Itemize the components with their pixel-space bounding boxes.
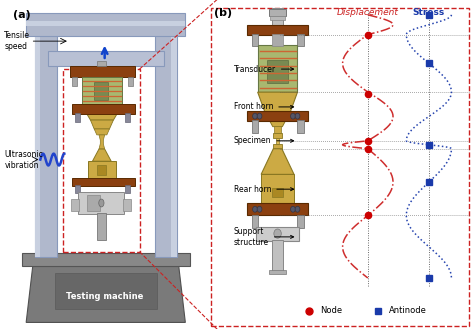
Bar	[261, 174, 294, 204]
Circle shape	[274, 229, 281, 238]
Bar	[72, 77, 77, 86]
Bar	[88, 161, 116, 179]
Bar	[247, 25, 308, 35]
Bar	[70, 66, 135, 77]
Circle shape	[295, 113, 300, 119]
Bar	[26, 21, 185, 26]
Bar	[79, 192, 124, 214]
Circle shape	[257, 113, 262, 119]
Circle shape	[295, 206, 300, 212]
Circle shape	[291, 206, 295, 212]
Polygon shape	[276, 138, 280, 144]
Bar	[128, 77, 133, 86]
Circle shape	[99, 199, 104, 207]
Text: Rear horn: Rear horn	[234, 185, 293, 194]
Bar	[297, 215, 303, 228]
Polygon shape	[99, 135, 105, 149]
Polygon shape	[94, 129, 109, 135]
Circle shape	[253, 206, 257, 212]
Text: Node: Node	[320, 306, 342, 316]
Bar	[272, 240, 283, 271]
Bar	[272, 8, 283, 26]
Bar	[35, 33, 40, 257]
Bar	[252, 34, 258, 46]
Bar	[63, 69, 139, 252]
Bar	[87, 195, 100, 211]
Bar	[75, 185, 80, 193]
Circle shape	[291, 113, 295, 119]
Text: Ultrasonic
vibration: Ultrasonic vibration	[4, 149, 43, 170]
Polygon shape	[273, 144, 282, 149]
Bar	[72, 104, 135, 114]
Text: Displacement: Displacement	[337, 8, 399, 17]
Bar	[252, 120, 258, 133]
Polygon shape	[258, 92, 298, 112]
Polygon shape	[92, 149, 111, 161]
Text: Testing machine: Testing machine	[66, 291, 143, 301]
Bar	[252, 215, 258, 228]
Bar	[258, 45, 298, 92]
Bar	[125, 113, 130, 122]
Bar	[22, 253, 190, 266]
Bar	[82, 77, 122, 105]
Bar	[94, 82, 108, 100]
Bar	[267, 60, 288, 83]
Bar	[247, 111, 308, 121]
Bar	[272, 34, 283, 46]
Bar	[75, 113, 80, 122]
Bar	[247, 203, 308, 215]
Bar	[297, 34, 303, 46]
Bar	[97, 213, 106, 240]
Bar	[48, 51, 164, 66]
Polygon shape	[55, 273, 157, 309]
Bar	[71, 199, 79, 211]
Bar	[26, 13, 185, 36]
Circle shape	[253, 113, 257, 119]
Text: Antinode: Antinode	[389, 306, 427, 316]
Polygon shape	[82, 105, 122, 120]
Bar	[269, 270, 286, 274]
Polygon shape	[261, 149, 294, 174]
Bar	[270, 16, 285, 20]
Polygon shape	[273, 133, 282, 138]
Text: (b): (b)	[214, 8, 232, 18]
Bar	[256, 227, 299, 241]
Text: Specimen: Specimen	[234, 136, 293, 145]
Bar	[155, 33, 177, 257]
Text: Stress: Stress	[413, 8, 445, 17]
Text: Support
structure: Support structure	[234, 227, 293, 246]
Bar	[97, 61, 106, 66]
Bar	[72, 178, 135, 186]
Bar	[98, 164, 106, 175]
Bar	[269, 9, 286, 16]
Text: Tensile
speed: Tensile speed	[4, 31, 30, 51]
Polygon shape	[91, 120, 113, 129]
Polygon shape	[265, 112, 290, 127]
Bar	[171, 33, 177, 257]
Bar	[123, 199, 131, 211]
Bar	[125, 185, 130, 193]
Text: Front horn: Front horn	[234, 102, 293, 112]
Text: Transducer: Transducer	[234, 64, 293, 74]
Text: (a): (a)	[13, 10, 31, 20]
Bar	[297, 120, 303, 133]
Bar	[274, 126, 281, 133]
Polygon shape	[26, 266, 185, 322]
Bar	[35, 33, 57, 257]
Circle shape	[257, 206, 262, 212]
Bar	[272, 188, 283, 197]
